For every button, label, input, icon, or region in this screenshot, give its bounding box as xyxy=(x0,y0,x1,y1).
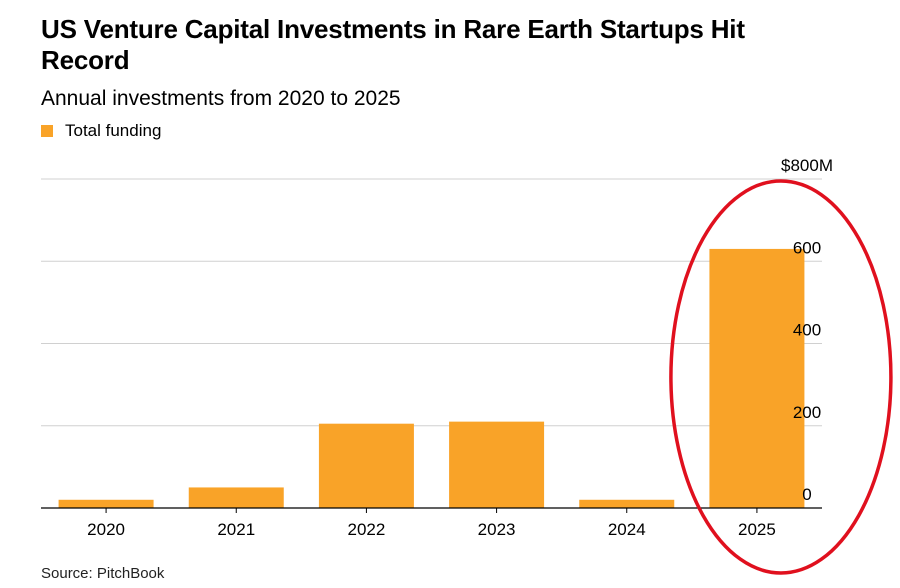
y-tick-label: 200 xyxy=(793,403,821,422)
bar-2021 xyxy=(188,487,284,508)
chart-title: US Venture Capital Investments in Rare E… xyxy=(41,14,745,75)
x-tick-label: 2025 xyxy=(738,520,776,539)
x-tick-labels: 2020 2021 2022 2023 2024 2025 xyxy=(87,520,776,539)
chart-subtitle: Annual investments from 2020 to 2025 xyxy=(41,87,401,110)
bar-2023 xyxy=(449,421,545,508)
x-tick-label: 2022 xyxy=(348,520,386,539)
bars xyxy=(58,248,805,508)
bar-2025 xyxy=(709,248,805,508)
x-axis xyxy=(41,507,822,513)
y-tick-label: 0 xyxy=(802,485,811,504)
x-tick-label: 2020 xyxy=(87,520,125,539)
bar-2020 xyxy=(58,499,154,508)
bar-2024 xyxy=(579,499,675,508)
y-tick-label: $800M xyxy=(781,156,833,175)
bar-2022 xyxy=(318,423,414,508)
x-tick-label: 2023 xyxy=(478,520,516,539)
legend-label: Total funding xyxy=(65,121,162,140)
legend: Total funding xyxy=(41,120,161,142)
gridlines xyxy=(41,178,822,427)
legend-swatch xyxy=(41,125,53,137)
y-tick-labels: 0 200 400 600 $800M xyxy=(781,156,833,504)
source-note: Source: PitchBook xyxy=(41,565,165,582)
highlight-ellipse xyxy=(669,179,893,575)
y-tick-label: 400 xyxy=(793,321,821,340)
x-tick-label: 2021 xyxy=(217,520,255,539)
x-tick-label: 2024 xyxy=(608,520,646,539)
y-tick-label: 600 xyxy=(793,238,821,257)
annotations xyxy=(669,179,893,575)
